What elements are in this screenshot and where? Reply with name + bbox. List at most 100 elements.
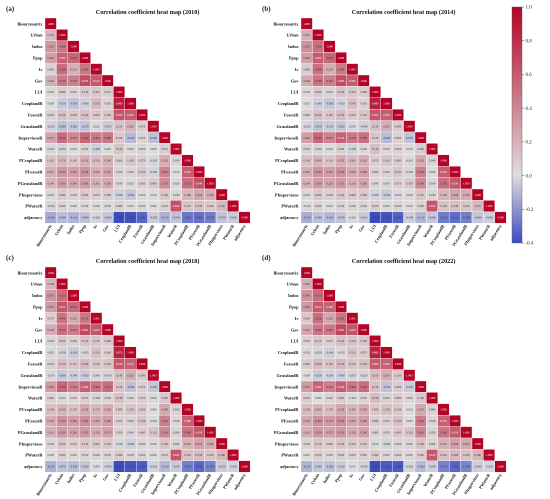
- cell-value-label: 0.580: [383, 113, 390, 117]
- cell-value-label: 1.000: [497, 216, 504, 220]
- cell-value-label: -0.250: [207, 465, 215, 469]
- row-label: PForestR: [281, 419, 299, 424]
- cell-value-label: -0.040: [70, 373, 78, 377]
- cell-value-label: 0.050: [47, 113, 54, 117]
- cell-value-label: 0.010: [173, 170, 180, 174]
- cell-value-label: -0.030: [326, 373, 334, 377]
- cell-value-label: 0.520: [59, 294, 66, 298]
- cell-value-label: 0.120: [161, 442, 168, 446]
- column-label: LUI: [369, 223, 377, 232]
- cell-value-label: 0.020: [383, 204, 390, 208]
- cell-value-label: 1.000: [440, 408, 447, 412]
- cell-value-label: 0.300: [303, 56, 310, 60]
- cell-value-label: 0.010: [303, 102, 310, 106]
- cell-value-label: 0.080: [395, 159, 402, 163]
- cell-value-label: 0.090: [315, 193, 322, 197]
- cell-value-label: 0.070: [326, 339, 333, 343]
- column-label: LUI: [369, 472, 377, 481]
- row-label: WaterR: [28, 147, 43, 152]
- cell-value-label: 0.120: [47, 159, 54, 163]
- cell-value-label: 0.030: [173, 159, 180, 163]
- colorbar-tick-label: 0.0: [526, 174, 533, 179]
- cell-value-label: 0.080: [116, 408, 123, 412]
- column-label: Gov: [101, 472, 110, 482]
- cell-value-label: 0.470: [349, 136, 356, 140]
- row-label: Urban: [31, 33, 44, 38]
- cell-value-label: 0.210: [47, 170, 54, 174]
- cell-value-label: 0.100: [116, 136, 123, 140]
- cell-value-label: 0.030: [127, 453, 134, 457]
- cell-value-label: 0.150: [303, 408, 310, 412]
- cell-value-label: 0.210: [82, 159, 89, 163]
- cell-value-label: -0.030: [383, 442, 391, 446]
- cell-value-label: 0.160: [218, 204, 225, 208]
- cell-value-label: 0.480: [440, 430, 447, 434]
- cell-value-label: 0.110: [184, 204, 191, 208]
- cell-value-label: 0.260: [349, 419, 356, 423]
- cell-value-label: 0.170: [474, 204, 481, 208]
- cell-value-label: 0.520: [59, 67, 66, 71]
- row-label: PForestR: [281, 170, 299, 175]
- cell-value-label: 0.270: [104, 430, 111, 434]
- cell-value-label: 0.130: [383, 408, 390, 412]
- heatmap-cell: [238, 211, 251, 224]
- cell-value-label: 0.040: [93, 453, 100, 457]
- colorbar-tick-label: -0.2: [526, 208, 534, 213]
- column-label: Indus: [322, 223, 332, 235]
- cell-value-label: -0.130: [303, 216, 311, 220]
- cell-value-label: -0.390: [127, 216, 135, 220]
- cell-value-label: 0.100: [349, 113, 356, 117]
- cell-value-label: -0.050: [406, 385, 414, 389]
- cell-value-label: 1.000: [104, 79, 111, 83]
- cell-value-label: -0.090: [417, 465, 425, 469]
- panel-title: Correlation coefficient heat map (2010): [96, 9, 200, 16]
- cell-value-label: 0.080: [139, 430, 146, 434]
- cell-value-label: 0.060: [372, 430, 379, 434]
- cell-value-label: 0.580: [184, 419, 191, 423]
- cell-value-label: 0.160: [452, 453, 459, 457]
- cell-value-label: 0.060: [395, 136, 402, 140]
- cell-value-label: -0.020: [93, 396, 101, 400]
- cell-value-label: 0.510: [315, 316, 322, 320]
- cell-value-label: 0.440: [161, 419, 168, 423]
- cell-value-label: 0.460: [59, 45, 66, 49]
- column-label: Ppop: [78, 472, 88, 483]
- cell-value-label: 0.520: [360, 385, 367, 389]
- cell-value-label: 0.420: [326, 136, 333, 140]
- cell-value-label: 0.120: [127, 408, 134, 412]
- cell-value-label: 0.240: [349, 170, 356, 174]
- cell-value-label: 0.350: [338, 170, 345, 174]
- cell-value-label: 1.000: [315, 282, 322, 286]
- cell-value-label: 0.240: [303, 419, 310, 423]
- cell-value-label: 0.490: [338, 316, 345, 320]
- cell-value-label: 0.070: [139, 396, 146, 400]
- cell-value-label: 0.170: [47, 33, 54, 37]
- colorbar: 1.0 0.8 0.6 0.4 0.2 0.0 -0.2 -0.4: [511, 6, 534, 247]
- cell-value-label: 0.460: [93, 136, 100, 140]
- cell-value-label: 0.030: [104, 204, 111, 208]
- cell-value-label: -0.010: [303, 204, 311, 208]
- cell-value-label: 1.000: [326, 45, 333, 49]
- cell-value-label: 0.040: [326, 396, 333, 400]
- cell-value-label: 0.470: [59, 79, 66, 83]
- cell-value-label: 0.020: [127, 181, 134, 185]
- cell-value-label: 0.100: [127, 159, 134, 163]
- cell-value-label: -0.050: [172, 465, 180, 469]
- cell-value-label: 0.090: [161, 396, 168, 400]
- cell-value-label: -0.330: [451, 465, 459, 469]
- cell-value-label: -0.050: [104, 124, 112, 128]
- cell-value-label: -0.260: [463, 216, 471, 220]
- cell-value-label: 0.060: [338, 147, 345, 151]
- cell-value-label: 0.180: [184, 193, 191, 197]
- cell-value-label: 0.480: [82, 67, 89, 71]
- cell-value-label: 0.050: [104, 102, 111, 106]
- cell-value-label: 0.130: [372, 385, 379, 389]
- cell-value-label: 0.300: [47, 385, 54, 389]
- cell-value-label: 1.000: [161, 385, 168, 389]
- cell-value-label: 0.060: [127, 419, 134, 423]
- row-label: WaterR: [284, 396, 299, 401]
- cell-value-label: 0.110: [70, 362, 77, 366]
- cell-value-label: 0.120: [406, 430, 413, 434]
- row-label: GrasslandR: [277, 124, 300, 129]
- cell-value-label: 0.050: [383, 170, 390, 174]
